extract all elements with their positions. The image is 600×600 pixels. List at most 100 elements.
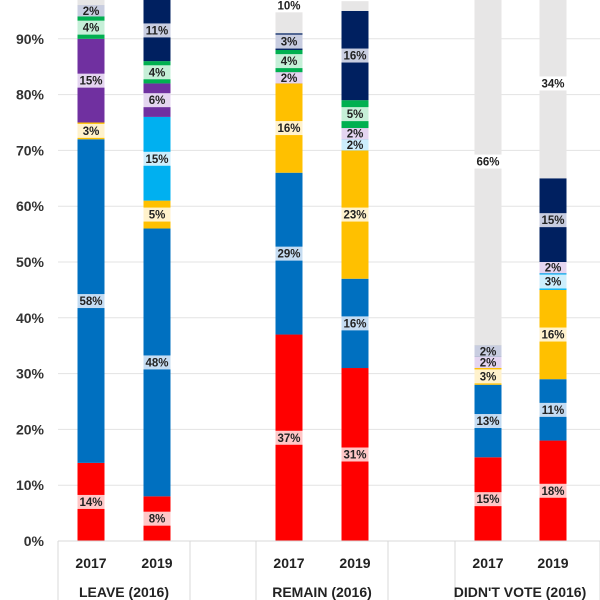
data-label-bg xyxy=(539,402,567,417)
data-label-bg xyxy=(275,430,303,445)
data-label-bg xyxy=(474,356,502,369)
data-label: 8% xyxy=(149,514,166,526)
y-tick-label: 10% xyxy=(16,477,45,493)
data-label: 3% xyxy=(281,37,298,49)
data-label: 5% xyxy=(347,109,364,121)
data-label-bg xyxy=(474,369,502,384)
bar-segment-grey xyxy=(474,0,502,346)
data-label: 4% xyxy=(149,67,166,79)
data-label-bg xyxy=(143,93,171,108)
data-label-bg xyxy=(77,20,105,35)
data-label-bg xyxy=(474,414,502,429)
gridlines xyxy=(58,38,600,486)
data-label: 3% xyxy=(480,371,497,383)
data-label: 16% xyxy=(343,318,366,330)
data-label-bg xyxy=(143,355,171,370)
x-tick-label: 2019 xyxy=(339,555,370,571)
x-tick-label: 2019 xyxy=(141,555,172,571)
group-label: REMAIN (2016) xyxy=(272,584,372,600)
x-tick-label: 2017 xyxy=(273,555,304,571)
data-label: 2% xyxy=(347,140,364,152)
data-label-bg xyxy=(275,72,303,84)
data-label: 2% xyxy=(480,357,497,369)
data-label-bg xyxy=(143,65,171,80)
data-label: 3% xyxy=(545,277,562,289)
data-label-bg xyxy=(341,447,369,462)
data-label: 14% xyxy=(79,497,102,509)
data-label: 4% xyxy=(83,23,100,35)
y-tick-label: 90% xyxy=(16,31,45,47)
y-tick-label: 30% xyxy=(16,366,45,382)
data-label-bg xyxy=(275,34,303,49)
x-tick-label: 2019 xyxy=(537,555,568,571)
data-label: 13% xyxy=(476,416,499,428)
data-label: 66% xyxy=(476,157,499,169)
data-label-bg xyxy=(341,316,369,331)
data-label-bg xyxy=(341,128,369,140)
x-tick-label: 2017 xyxy=(75,555,106,571)
data-label-bg xyxy=(341,107,369,122)
data-label-bg xyxy=(77,5,105,17)
data-label-bg xyxy=(474,345,502,357)
data-label-bg xyxy=(539,483,567,498)
data-label: 31% xyxy=(343,450,366,462)
bar-segment-grey xyxy=(77,0,105,6)
bars xyxy=(77,0,567,541)
data-label: 2% xyxy=(545,263,562,275)
data-label: 6% xyxy=(347,0,364,1)
y-tick-label: 20% xyxy=(16,421,45,437)
group-label: LEAVE (2016) xyxy=(79,584,169,600)
data-label: 18% xyxy=(541,486,564,498)
y-tick-label: 60% xyxy=(16,198,45,214)
data-label-bg xyxy=(341,207,369,222)
data-label: 15% xyxy=(541,215,564,227)
data-label: 2% xyxy=(83,6,100,18)
data-label-bg xyxy=(275,0,303,13)
data-label: 3% xyxy=(83,126,100,138)
data-label: 15% xyxy=(476,494,499,506)
data-label: 16% xyxy=(277,123,300,135)
data-label-bg xyxy=(77,73,105,88)
group-label: DIDN'T VOTE (2016) xyxy=(454,584,586,600)
y-axis-ticks: 0% 10% 20% 30% 40% 50% 60% 70% 80% 90% xyxy=(16,31,45,549)
data-label: 6% xyxy=(149,95,166,107)
data-label: 15% xyxy=(145,154,168,166)
data-label-bg xyxy=(143,511,171,526)
data-label: 23% xyxy=(343,210,366,222)
data-label-bg xyxy=(341,0,369,2)
y-tick-label: 50% xyxy=(16,254,45,270)
data-label-bg xyxy=(539,213,567,228)
data-label: 16% xyxy=(541,330,564,342)
data-label-bg xyxy=(143,23,171,38)
data-labels: 14% 58% 3% 15% 4% 2% 8% 48% 5% 15% 6% 4% 11% 37% 29% 16… xyxy=(77,0,567,526)
data-label: 10% xyxy=(277,0,300,12)
data-label-bg xyxy=(474,154,502,169)
data-label-bg xyxy=(275,121,303,136)
y-tick-label: 0% xyxy=(24,533,45,549)
data-label-bg xyxy=(341,48,369,63)
data-label-bg xyxy=(143,207,171,222)
data-label-bg xyxy=(143,151,171,166)
data-label: 34% xyxy=(541,78,564,90)
data-label-bg xyxy=(275,246,303,261)
data-label-bg xyxy=(539,76,567,91)
data-label: 4% xyxy=(281,56,298,68)
data-label: 11% xyxy=(542,405,564,417)
data-label-bg xyxy=(77,123,105,138)
y-tick-label: 40% xyxy=(16,310,45,326)
y-tick-label: 70% xyxy=(16,142,45,158)
bar-segment-grey xyxy=(341,0,369,11)
data-label-bg xyxy=(539,274,567,289)
y-tick-label: 80% xyxy=(16,87,45,103)
data-label: 2% xyxy=(347,129,364,141)
data-label: 16% xyxy=(343,51,366,63)
data-label: 29% xyxy=(277,249,300,261)
data-label: 58% xyxy=(79,296,102,308)
data-label-bg xyxy=(77,294,105,309)
data-label: 11% xyxy=(146,25,168,37)
data-label: 2% xyxy=(281,73,298,85)
data-label: 2% xyxy=(480,346,497,358)
data-label-bg xyxy=(539,262,567,274)
data-label-bg xyxy=(474,492,502,507)
